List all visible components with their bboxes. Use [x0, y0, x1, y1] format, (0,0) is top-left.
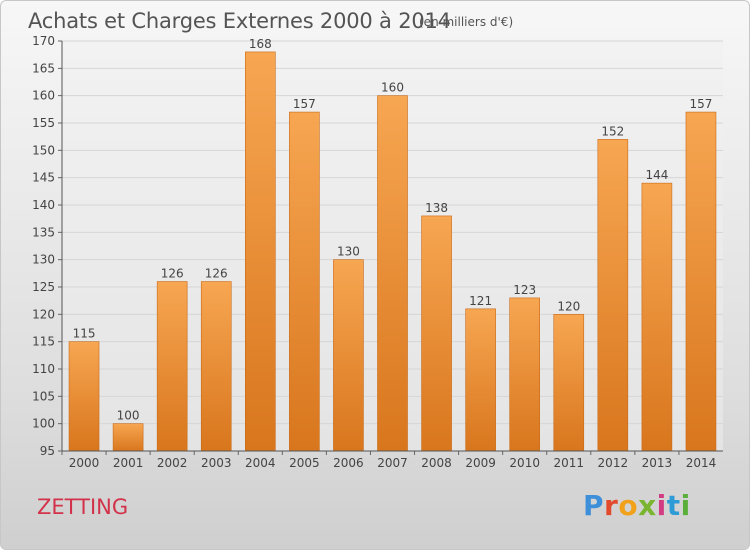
chart-title: Achats et Charges Externes 2000 à 2014: [28, 9, 451, 33]
bar-value-label: 126: [205, 267, 228, 281]
y-tick-label: 110: [32, 362, 55, 376]
x-tick-label: 2004: [245, 456, 276, 470]
logo-letter: t: [666, 489, 681, 522]
axes: [61, 41, 723, 452]
bar-value-label: 123: [513, 283, 536, 297]
x-tick-label: 2002: [157, 456, 188, 470]
y-tick-label: 115: [32, 335, 55, 349]
x-tick-label: 2014: [686, 456, 717, 470]
y-axis-ticks: 95 100 105 110 115 120 125 130 135 140 145 150 155 16…: [32, 34, 62, 458]
logo-letter: o: [618, 489, 639, 522]
bar-2006: [333, 259, 364, 452]
logo-letter: i: [680, 489, 691, 522]
bar-2008: [421, 215, 452, 452]
y-tick-label: 135: [32, 225, 55, 239]
y-tick-label: 155: [32, 116, 55, 130]
bar-value-label: 100: [117, 409, 140, 423]
y-tick-label: 140: [32, 198, 55, 212]
y-tick-label: 145: [32, 171, 55, 185]
y-tick-label: 105: [32, 389, 55, 403]
bar-2009: [465, 308, 496, 452]
y-tick-label: 120: [32, 307, 55, 321]
bar-value-label: 121: [469, 294, 492, 308]
y-tick-label: 165: [32, 61, 55, 75]
bar-value-label: 126: [161, 267, 184, 281]
y-tick-label: 100: [32, 417, 55, 431]
bar-2005: [289, 111, 320, 452]
bar-2013: [641, 182, 673, 452]
location-name: ZETTING: [37, 495, 129, 519]
bar-value-label: 138: [425, 201, 448, 215]
proxiti-logo[interactable]: Proxiti: [583, 489, 691, 522]
bar-2003: [200, 281, 232, 452]
y-tick-label: 150: [32, 143, 55, 157]
y-tick-label: 130: [32, 253, 55, 267]
x-tick-label: 2006: [333, 456, 364, 470]
bar-value-labels: 115 100 126 126 168 157 130 160 138 121 123 120 152 1…: [73, 37, 713, 423]
x-tick-label: 2008: [421, 456, 452, 470]
logo-letter: x: [638, 489, 657, 522]
bar-value-label: 120: [557, 299, 580, 313]
bar-value-label: 152: [601, 124, 624, 138]
x-tick-label: 2012: [598, 456, 629, 470]
x-axis-ticks: 2000 2001 2002 2003 2004 2005 2006 2007 2008 2009…: [61, 451, 717, 470]
x-tick-label: 2007: [377, 456, 408, 470]
x-tick-label: 2001: [113, 456, 144, 470]
x-tick-label: 2000: [69, 456, 100, 470]
y-tick-label: 170: [32, 34, 55, 48]
logo-letter: r: [604, 489, 619, 522]
bar-2004: [245, 51, 276, 452]
bar-value-label: 130: [337, 245, 360, 259]
x-tick-label: 2005: [289, 456, 320, 470]
y-tick-label: 125: [32, 280, 55, 294]
y-tick-label: 95: [40, 444, 55, 458]
bar-value-label: 157: [690, 97, 713, 111]
bar-value-label: 144: [645, 168, 668, 182]
bars: [68, 51, 717, 452]
bar-2010: [509, 297, 541, 452]
bar-2002: [156, 281, 188, 452]
bar-value-label: 168: [249, 37, 272, 51]
bar-2012: [597, 139, 629, 452]
bar-value-label: 157: [293, 97, 316, 111]
logo-letter: P: [583, 489, 605, 522]
x-tick-label: 2003: [201, 456, 232, 470]
bar-value-label: 115: [73, 327, 96, 341]
bar-2001: [112, 423, 144, 452]
x-tick-label: 2013: [642, 456, 673, 470]
logo-letter: i: [656, 489, 667, 522]
bar-2000: [68, 341, 100, 452]
chart-unit: (en milliers d'€): [419, 15, 514, 29]
bar-2014: [685, 111, 717, 452]
bar-value-label: 160: [381, 81, 404, 95]
x-tick-label: 2011: [553, 456, 584, 470]
bar-2011: [553, 314, 585, 452]
x-tick-label: 2009: [465, 456, 496, 470]
y-tick-label: 160: [32, 89, 55, 103]
x-tick-label: 2010: [509, 456, 540, 470]
bar-2007: [377, 95, 408, 452]
